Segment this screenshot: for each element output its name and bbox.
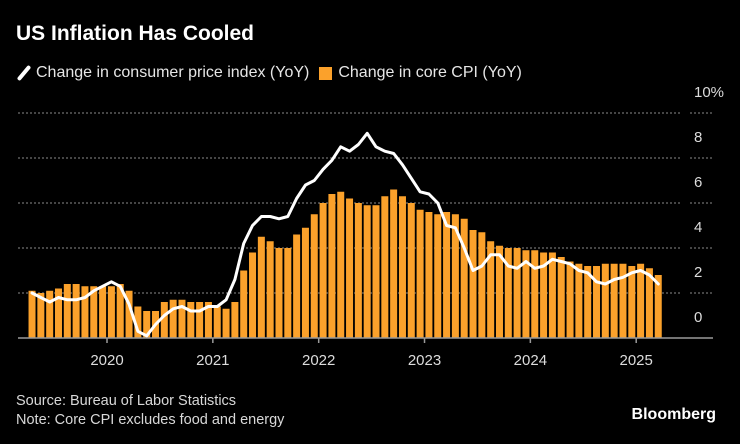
bar-core-cpi [301,227,309,338]
bar-core-cpi [407,203,415,338]
bar-core-cpi [134,306,142,338]
bar-core-cpi [637,263,645,338]
bar-core-cpi [381,196,389,338]
bar-core-cpi [187,302,195,338]
legend-bar-swatch [319,66,333,80]
x-tick-label: 2021 [196,352,229,369]
legend-label-cpi: Change in consumer price index (YoY) [36,64,310,81]
bar-core-cpi [557,257,565,338]
legend: Change in consumer price index (YoY) Cha… [16,64,522,82]
bar-core-cpi [434,214,442,338]
bar-core-cpi [328,194,336,338]
bar-core-cpi [460,218,468,338]
bar-core-cpi [645,268,653,338]
legend-label-core: Change in core CPI (YoY) [338,64,522,81]
bar-core-cpi [275,248,283,338]
bar-core-cpi [425,212,433,338]
bar-core-cpi [372,205,380,338]
line-cpi [30,131,660,338]
y-tick-label: 6 [694,174,702,191]
bar-core-cpi [125,290,133,338]
bar-core-cpi [566,261,574,338]
bar-core-cpi [513,248,521,338]
bar-core-cpi [81,286,89,338]
x-tick-label: 2023 [408,352,441,369]
bar-core-cpi [143,311,151,338]
footer: Source: Bureau of Labor Statistics Note:… [16,392,284,430]
bar-core-cpi [451,214,459,338]
bar-core-cpi [548,252,556,338]
bar-core-cpi [310,214,318,338]
y-tick-label: 0 [694,309,702,326]
bar-core-cpi [398,196,406,338]
bar-core-cpi [654,275,662,338]
bar-core-cpi [416,209,424,338]
bar-core-cpi [522,250,530,338]
bar-core-cpi [54,288,62,338]
bar-core-cpi [487,241,495,338]
bar-core-cpi [204,302,212,338]
bar-core-cpi [169,299,177,338]
bar-core-cpi [319,203,327,338]
bar-core-cpi [354,203,362,338]
bar-core-cpi [346,198,354,338]
bar-core-cpi [478,232,486,338]
bar-core-cpi [284,248,292,338]
bar-core-cpi [531,250,539,338]
bar-core-cpi [249,252,257,338]
bar-core-cpi [196,302,204,338]
y-tick-label: 4 [694,219,702,236]
x-tick-label: 2020 [90,352,123,369]
bar-core-cpi [443,212,451,338]
bar-core-cpi [593,266,601,338]
bar-core-cpi [504,248,512,338]
bar-core-cpi [72,284,80,338]
bar-core-cpi [495,245,503,338]
bar-core-cpi [63,284,71,338]
bar-core-cpi [28,290,36,338]
bar-core-cpi [540,252,548,338]
bar-core-cpi [240,270,248,338]
x-tick-label: 2022 [302,352,335,369]
bar-core-cpi [390,189,398,338]
bar-core-cpi [160,302,168,338]
bar-core-cpi [469,230,477,338]
bar-core-cpi [619,263,627,338]
bar-core-cpi [628,266,636,338]
bar-core-cpi [46,290,54,338]
bar-core-cpi [363,205,371,338]
bar-core-cpi [99,286,107,338]
source-note: Source: Bureau of Labor Statistics [16,393,237,409]
bar-core-cpi [213,306,221,338]
y-tick-label: 8 [694,129,702,146]
bar-core-cpi [90,286,98,338]
bar-core-cpi [37,293,45,338]
bar-core-cpi [601,263,609,338]
bar-core-cpi [231,302,239,338]
x-tick-label: 2025 [620,352,653,369]
bar-core-cpi [584,266,592,338]
y-tick-label: 2 [694,264,702,281]
bar-core-cpi [107,286,115,338]
bar-core-cpi [257,236,265,338]
bloomberg-logo: Bloomberg [631,406,716,423]
y-tick-label: 10% [694,84,724,101]
bar-core-cpi [293,234,301,338]
bar-core-cpi [178,299,186,338]
bar-core-cpi [610,263,618,338]
bar-core-cpi [222,308,230,338]
bar-core-cpi [575,263,583,338]
x-tick-label: 2024 [514,352,547,369]
bar-core-cpi [116,284,124,338]
footnote: Note: Core CPI excludes food and energy [16,412,285,428]
bar-core-cpi [266,241,274,338]
bar-core-cpi [337,191,345,338]
chart-title: US Inflation Has Cooled [16,22,255,45]
